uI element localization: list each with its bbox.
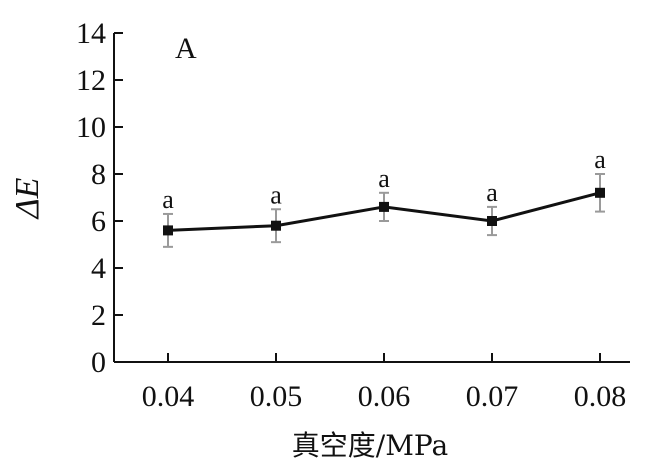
y-tick-label: 2	[91, 299, 106, 332]
data-point	[271, 220, 281, 231]
y-axis-title: ΔE	[9, 177, 46, 220]
labels: a a a a a	[162, 145, 606, 214]
significance-label: a	[486, 178, 498, 207]
data-point	[163, 225, 173, 236]
data-point	[379, 201, 389, 212]
x-tick-label: 0.05	[250, 380, 303, 413]
axes: 0 2 4 6 8 10 12 14 0.04 0.05 0.06 0.07 0.08	[76, 17, 630, 413]
significance-label: a	[594, 145, 606, 174]
panel-label: A	[175, 32, 197, 65]
x-tick-label: 0.08	[574, 380, 627, 413]
y-tick-label: 12	[76, 64, 106, 97]
x-axis-title: 真空度/MPa	[292, 429, 448, 462]
significance-label: a	[378, 164, 390, 193]
x-tick-label: 0.06	[358, 380, 411, 413]
data-point	[487, 216, 497, 226]
y-tick-label: 8	[91, 158, 106, 191]
data-points	[163, 187, 605, 236]
y-tick-label: 14	[76, 17, 106, 50]
x-tick-label: 0.07	[466, 380, 519, 413]
data-point	[595, 187, 605, 198]
y-tick-label: 0	[91, 346, 106, 379]
significance-label: a	[270, 180, 282, 209]
y-tick-label: 4	[91, 252, 106, 285]
significance-label: a	[162, 185, 174, 214]
x-tick-label: 0.04	[142, 380, 195, 413]
y-tick-label: 10	[76, 111, 106, 144]
y-tick-label: 6	[91, 205, 106, 238]
